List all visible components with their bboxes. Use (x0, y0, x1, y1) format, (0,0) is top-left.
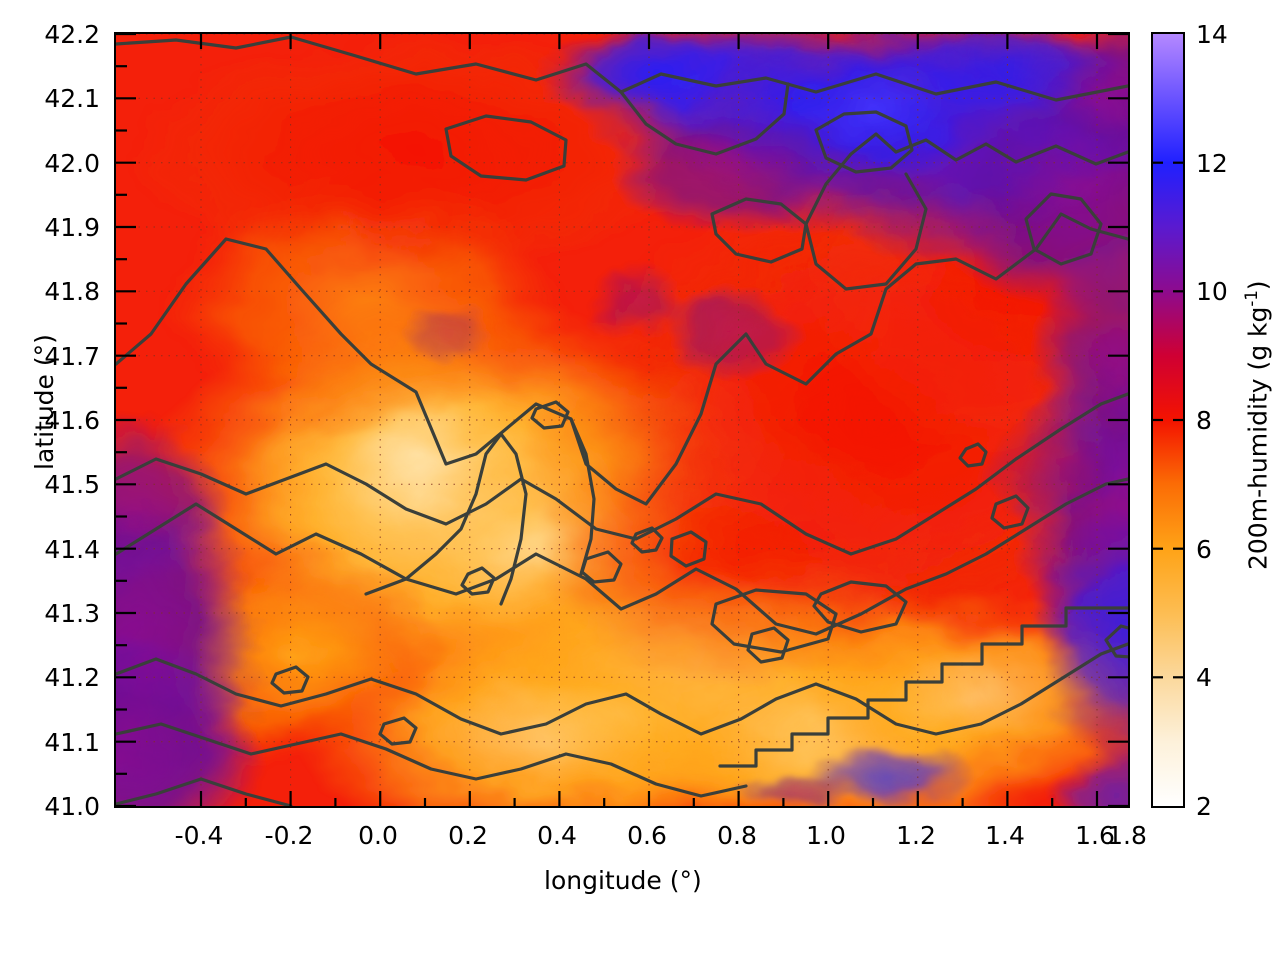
y-tick-label: 41.0 (44, 792, 100, 821)
y-tick-label: 41.7 (44, 342, 100, 371)
colorbar-title-suffix: ) (1243, 280, 1273, 291)
colorbar-ticks (1153, 161, 1183, 679)
y-tick-label: 42.0 (44, 149, 100, 178)
plot-ticks (116, 34, 1128, 806)
humidity-heatmap (116, 34, 1128, 806)
colorbar-tick-label: 12 (1196, 149, 1228, 178)
contour-lines (116, 35, 1128, 806)
colorbar-title: 200m-humidity (g kg-1) (1242, 280, 1272, 570)
colorbar-tick-label: 14 (1196, 20, 1228, 49)
y-tick-label: 41.5 (44, 470, 100, 499)
y-tick-label: 41.8 (44, 277, 100, 306)
x-tick-label: 1.8 (1107, 821, 1147, 850)
x-tick-label: -0.4 (174, 821, 224, 850)
x-axis-title: longitude (°) (544, 866, 702, 895)
x-tick-label: 0.2 (448, 821, 488, 850)
y-tick-label: 41.9 (44, 213, 100, 242)
y-tick-label: 41.3 (44, 599, 100, 628)
x-tick-label: 0.6 (627, 821, 667, 850)
y-tick-label: 42.2 (44, 20, 100, 49)
x-tick-label: 1.4 (985, 821, 1025, 850)
y-tick-label: 41.6 (44, 406, 100, 435)
colorbar (1151, 32, 1185, 808)
x-tick-label: 0.0 (358, 821, 398, 850)
x-tick-label: 0.4 (537, 821, 577, 850)
colorbar-gradient (1153, 34, 1183, 806)
y-tick-label: 41.4 (44, 535, 100, 564)
plot-area (114, 32, 1130, 808)
y-tick-label: 41.1 (44, 728, 100, 757)
y-tick-label: 41.2 (44, 663, 100, 692)
colorbar-tick-label: 6 (1196, 535, 1212, 564)
x-tick-label: 0.8 (717, 821, 757, 850)
x-tick-label: 1.2 (896, 821, 936, 850)
x-tick-label: -0.2 (264, 821, 314, 850)
colorbar-tick-label: 4 (1196, 663, 1212, 692)
colorbar-tick-label: 10 (1196, 277, 1228, 306)
x-tick-label: 1.6 (1075, 821, 1115, 850)
x-tick-label: 1.0 (806, 821, 846, 850)
colorbar-title-prefix: 200m-humidity (g kg (1243, 306, 1273, 570)
y-tick-label: 42.1 (44, 84, 100, 113)
colorbar-title-exponent: -1 (1242, 290, 1261, 307)
colorbar-tick-label: 2 (1196, 792, 1212, 821)
colorbar-tick-label: 8 (1196, 406, 1212, 435)
